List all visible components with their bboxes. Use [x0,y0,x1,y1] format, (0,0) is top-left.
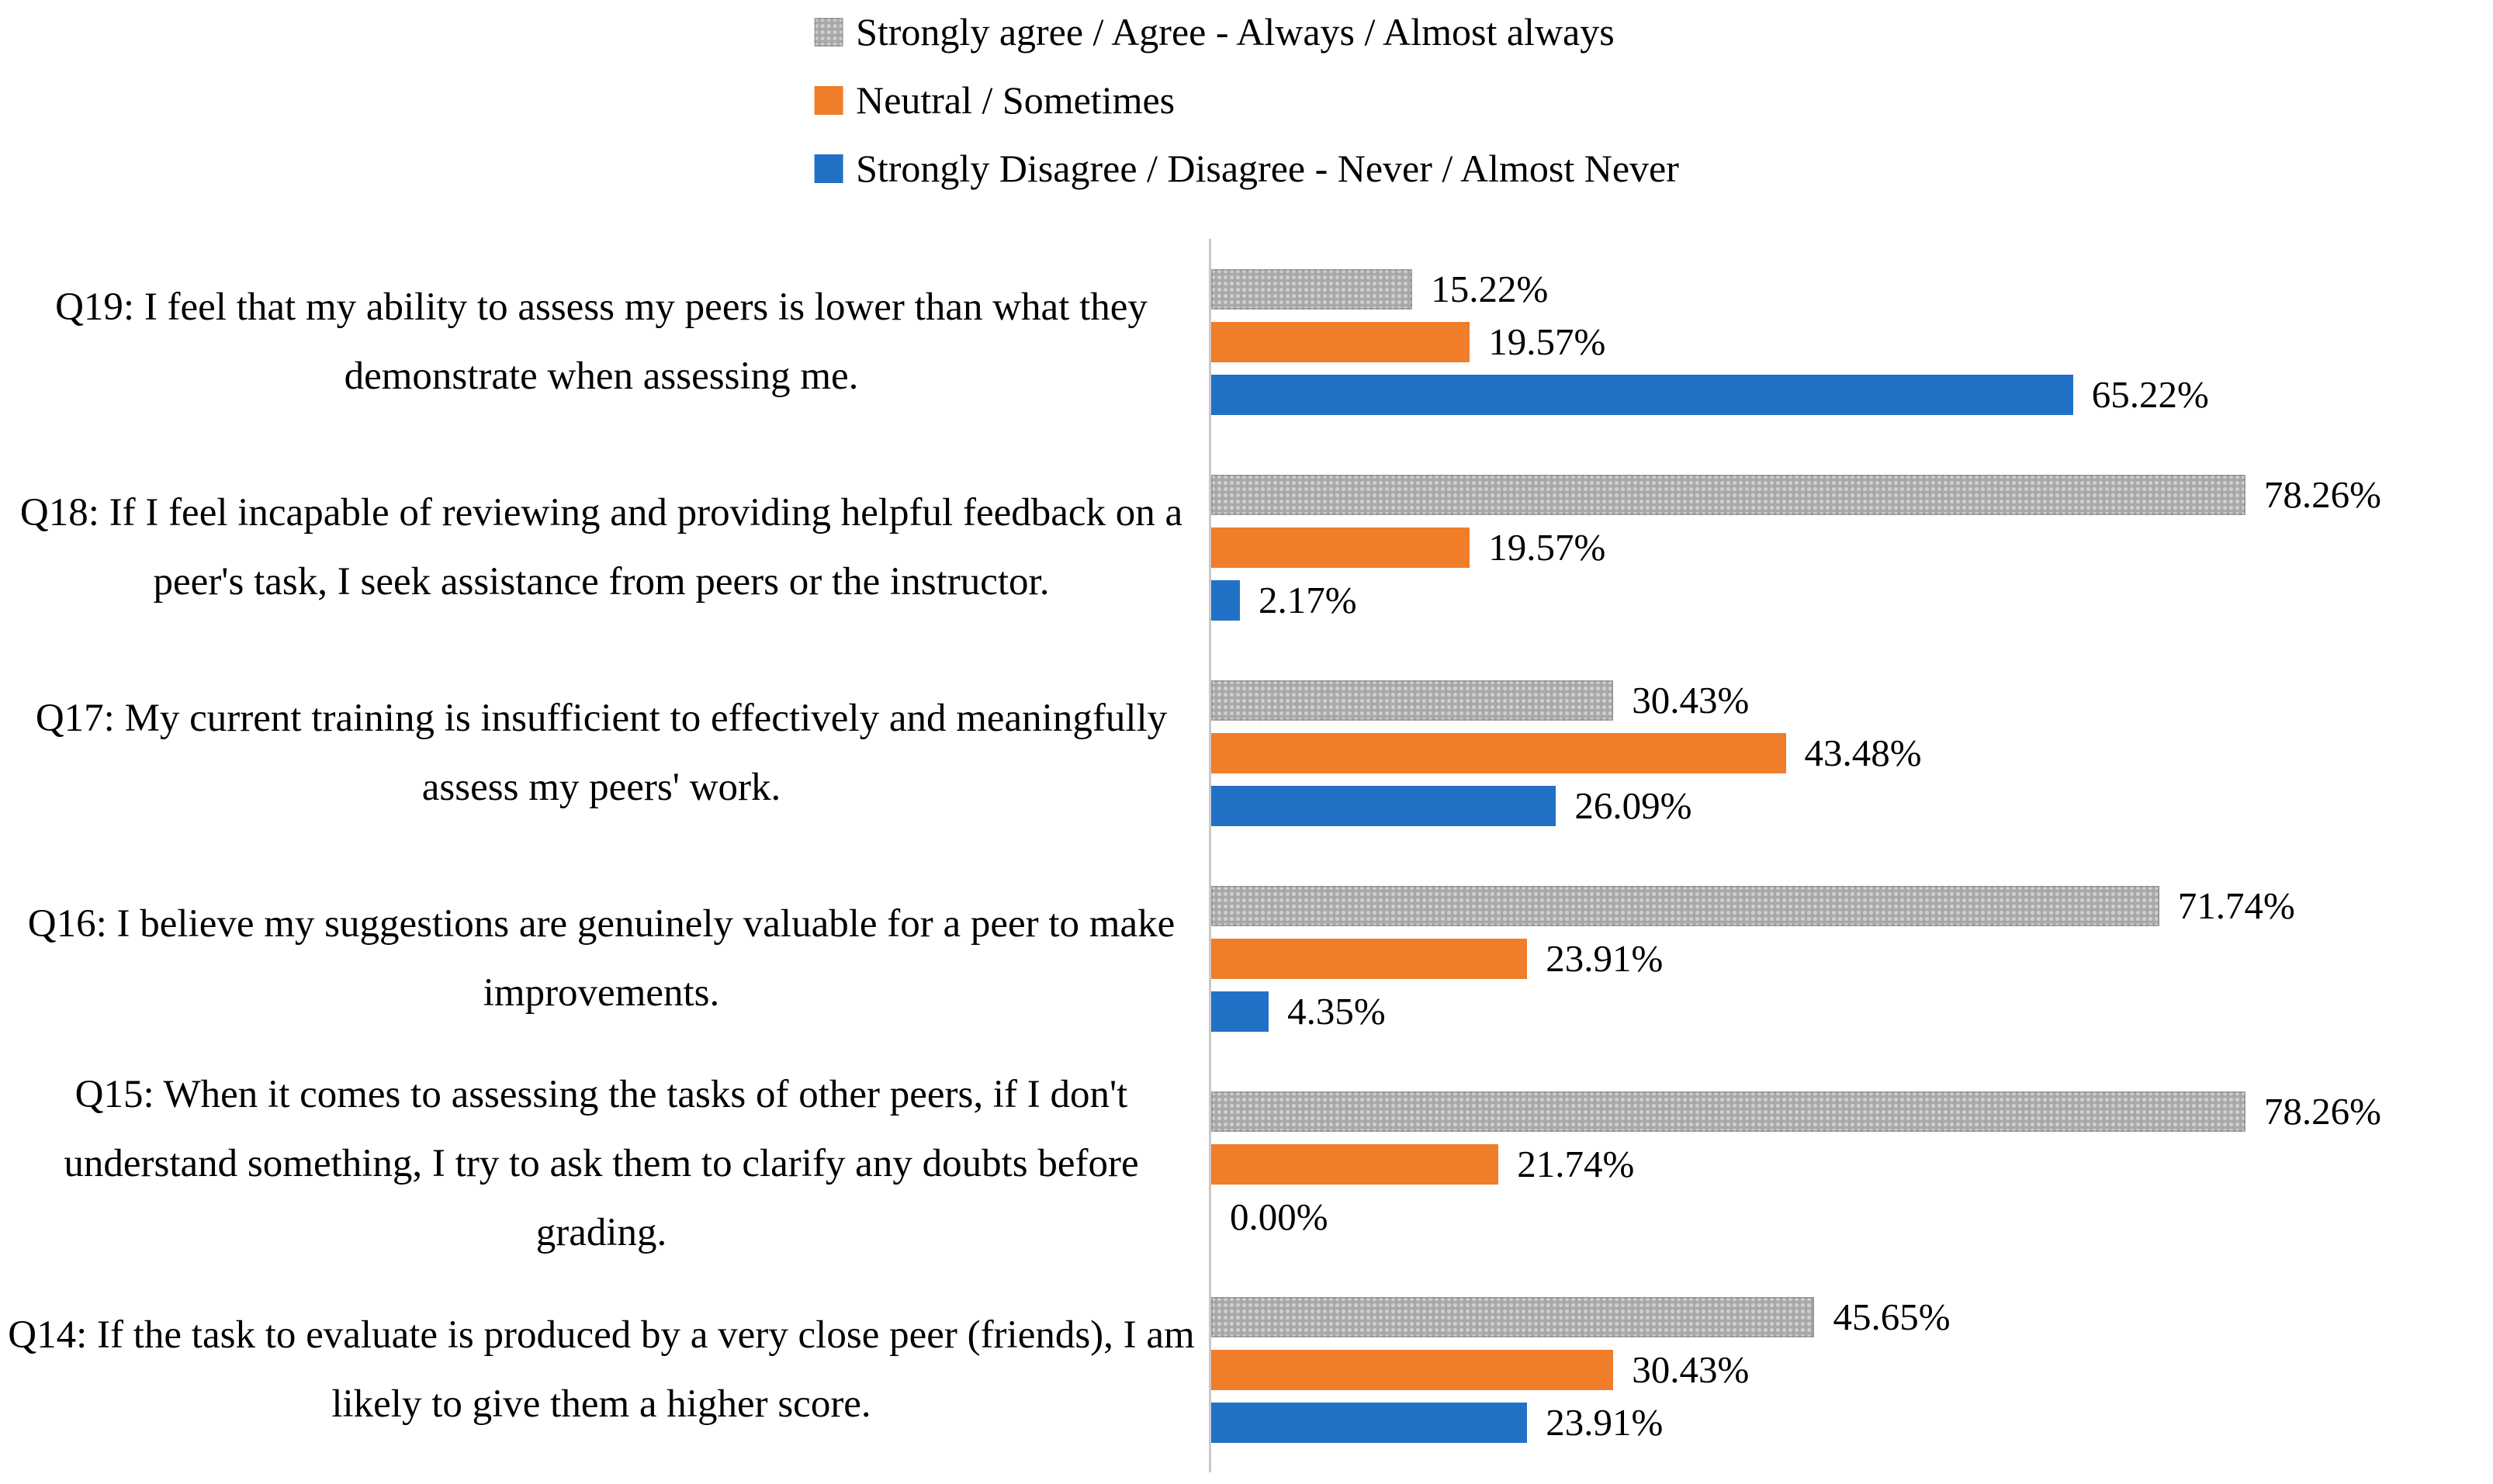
legend-item-agree: Strongly agree / Agree - Always / Almost… [814,9,1679,54]
bar-row-disagree: 23.91% [1211,1401,2493,1444]
bar-row-neutral: 21.74% [1211,1143,2493,1185]
bar-agree [1211,1296,1815,1337]
value-label: 19.57% [1488,526,1606,569]
value-label: 30.43% [1632,1348,1750,1391]
value-label: 43.48% [1804,732,1922,774]
legend-swatch-neutral-icon [814,85,843,115]
chart-row: Q16: I believe my suggestions are genuin… [0,856,2493,1061]
bar-disagree [1211,1402,1528,1443]
bar-agree [1211,680,1614,721]
plot-area: 78.26% 19.57% 2.17% [1209,445,2493,650]
bar-agree [1211,1091,2245,1132]
bar-row-neutral: 23.91% [1211,937,2493,980]
legend-swatch-disagree-icon [814,154,843,183]
value-label: 2.17% [1258,579,1357,621]
bar-row-disagree: 26.09% [1211,784,2493,827]
bar-neutral [1211,1349,1614,1390]
value-label: 30.43% [1632,679,1750,721]
plot-area: 71.74% 23.91% 4.35% [1209,856,2493,1061]
bar-disagree [1211,785,1556,826]
bar-row-neutral: 43.48% [1211,732,2493,774]
bar-agree [1211,885,2159,926]
chart-row: Q14: If the task to evaluate is produced… [0,1267,2493,1472]
bar-neutral [1211,1143,1499,1185]
bar-row-agree: 30.43% [1211,679,2493,721]
bar-neutral [1211,732,1786,773]
bar-agree [1211,268,1413,310]
bar-row-disagree: 2.17% [1211,579,2493,621]
legend-item-disagree: Strongly Disagree / Disagree - Never / A… [814,146,1679,191]
bar-disagree [1211,374,2073,415]
plot-area: 45.65% 30.43% 23.91% [1209,1267,2493,1472]
bar-row-agree: 71.74% [1211,884,2493,927]
value-label: 26.09% [1574,784,1692,827]
category-label: Q14: If the task to evaluate is produced… [8,1313,1195,1426]
bar-row-disagree: 0.00% [1211,1195,2493,1238]
value-label: 4.35% [1287,990,1386,1033]
bar-row-agree: 78.26% [1211,473,2493,516]
plot-area: 30.43% 43.48% 26.09% [1209,650,2493,856]
category-label: Q17: My current training is insufficient… [35,696,1168,809]
bar-disagree [1211,579,1240,621]
bar-agree [1211,474,2245,515]
legend-label-disagree: Strongly Disagree / Disagree - Never / A… [856,147,1679,190]
bar-row-disagree: 65.22% [1211,373,2493,416]
bar-neutral [1211,321,1470,362]
value-label: 21.74% [1517,1143,1635,1185]
value-label: 23.91% [1546,1401,1664,1444]
value-label: 78.26% [2263,1090,2381,1133]
category-label: Q15: When it comes to assessing the task… [64,1073,1139,1254]
plot-area: 15.22% 19.57% 65.22% [1209,239,2493,445]
value-label: 45.65% [1833,1295,1951,1338]
bar-row-agree: 45.65% [1211,1295,2493,1338]
bar-row-neutral: 19.57% [1211,320,2493,363]
legend-label-agree: Strongly agree / Agree - Always / Almost… [856,10,1615,54]
category-label: Q18: If I feel incapable of reviewing an… [19,490,1183,604]
bar-row-agree: 78.26% [1211,1090,2493,1133]
chart-row: Q15: When it comes to assessing the task… [0,1061,2493,1267]
bar-row-agree: 15.22% [1211,268,2493,310]
legend-swatch-agree-icon [814,17,843,47]
value-label: 65.22% [2091,373,2209,416]
bar-neutral [1211,527,1470,568]
plot-area: 78.26% 21.74% 0.00% [1209,1061,2493,1267]
chart-row: Q17: My current training is insufficient… [0,650,2493,856]
chart-row: Q19: I feel that my ability to assess my… [0,239,2493,445]
bar-disagree [1211,991,1269,1032]
category-label: Q16: I believe my suggestions are genuin… [27,901,1176,1015]
legend-item-neutral: Neutral / Sometimes [814,78,1679,123]
value-label: 71.74% [2177,884,2295,927]
bar-row-neutral: 19.57% [1211,526,2493,569]
value-label: 23.91% [1546,937,1664,980]
chart-legend: Strongly agree / Agree - Always / Almost… [814,9,1679,214]
value-label: 19.57% [1488,320,1606,363]
bar-neutral [1211,938,1528,979]
bar-row-disagree: 4.35% [1211,990,2493,1033]
chart-row: Q18: If I feel incapable of reviewing an… [0,445,2493,650]
value-label: 78.26% [2263,473,2381,516]
bar-row-neutral: 30.43% [1211,1348,2493,1391]
legend-label-neutral: Neutral / Sometimes [856,78,1176,122]
value-label: 15.22% [1431,268,1549,310]
category-label: Q19: I feel that my ability to assess my… [55,285,1148,398]
chart-rows: Q19: I feel that my ability to assess my… [0,239,2493,1472]
value-label: 0.00% [1230,1195,1328,1238]
